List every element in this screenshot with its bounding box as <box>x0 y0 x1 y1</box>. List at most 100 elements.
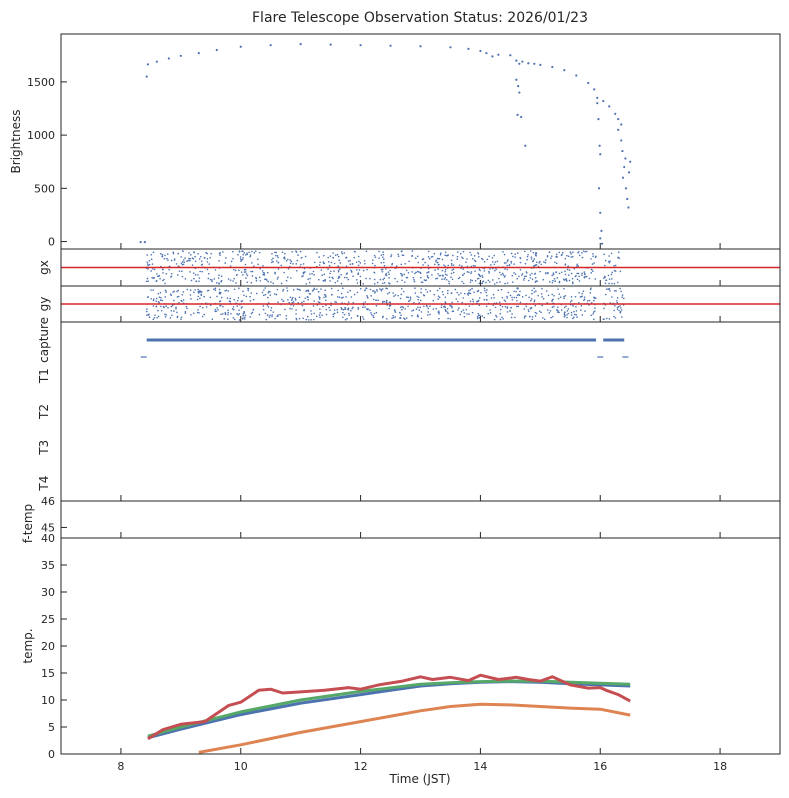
gx-point-846 <box>573 267 576 270</box>
gx-point-358 <box>456 258 459 260</box>
gy-point-270 <box>550 316 552 319</box>
gx-point-618 <box>397 255 400 257</box>
gy-point-524 <box>264 293 267 296</box>
gx-point-356 <box>390 254 393 256</box>
gy-point-766 <box>615 290 617 292</box>
gx-point-735 <box>184 277 187 280</box>
gy-point-504 <box>176 296 179 298</box>
gx-point-458 <box>248 251 250 254</box>
gy-point-448 <box>389 301 392 304</box>
gx-point-706 <box>604 264 606 267</box>
brightness-point-53 <box>599 237 602 240</box>
gx-point-250 <box>437 268 439 271</box>
brightness-y-tick-label-1000: 1000 <box>27 129 55 142</box>
gy-point-751 <box>501 316 503 319</box>
brightness-point-11 <box>299 43 302 46</box>
gx-point-709 <box>251 250 253 253</box>
gy-point-672 <box>478 304 481 307</box>
gx-point-602 <box>610 252 613 255</box>
gx-point-683 <box>240 259 243 261</box>
temp-y-tick-label-30: 30 <box>41 586 55 599</box>
gx-point-137 <box>565 278 568 280</box>
gy-point-37 <box>528 296 530 299</box>
gx-point-432 <box>329 255 332 257</box>
gy-point-266 <box>413 301 415 304</box>
gx-point-433 <box>382 256 384 258</box>
gy-point-389 <box>229 297 232 300</box>
gx-point-206 <box>526 255 529 258</box>
gy-point-869 <box>277 315 279 317</box>
gy-point-660 <box>458 307 460 309</box>
gy-point-506 <box>351 307 353 310</box>
brightness-point-30 <box>563 69 566 72</box>
gy-point-64 <box>483 287 486 290</box>
gx-point-737 <box>300 257 303 259</box>
gx-point-644 <box>245 277 247 279</box>
gx-point-162 <box>246 281 249 284</box>
gy-point-847 <box>594 297 597 299</box>
gy-point-210 <box>330 304 332 307</box>
gx-point-890 <box>439 274 442 277</box>
gy-point-369 <box>362 318 365 320</box>
gy-point-846 <box>621 316 623 318</box>
gx-point-384 <box>503 262 506 264</box>
gx-point-462 <box>542 278 544 281</box>
gy-point-139 <box>427 314 429 316</box>
gy-point-201 <box>250 292 253 294</box>
gx-point-584 <box>366 268 368 271</box>
gx-point-94 <box>502 251 504 253</box>
gy-point-721 <box>215 310 218 313</box>
brightness-frame <box>60 33 781 250</box>
gy-point-601 <box>344 308 346 310</box>
gx-point-351 <box>463 272 466 275</box>
gy-point-507 <box>262 308 265 311</box>
gy-point-618 <box>399 316 402 319</box>
gx-point-528 <box>444 273 447 276</box>
gy-point-840 <box>388 307 390 310</box>
gx-point-51 <box>150 258 153 260</box>
gy-point-259 <box>437 298 440 300</box>
gy-point-792 <box>399 312 401 314</box>
gy-point-189 <box>401 305 404 308</box>
gx-point-754 <box>493 254 495 257</box>
gx-point-740 <box>161 253 164 256</box>
gx-point-253 <box>418 271 420 273</box>
gx-point-810 <box>583 276 586 279</box>
gy-point-509 <box>619 287 621 290</box>
gy-point-832 <box>534 315 537 317</box>
gy-point-249 <box>427 307 430 310</box>
gy-point-428 <box>559 296 562 299</box>
gx-point-545 <box>592 255 594 258</box>
gx-point-878 <box>532 251 535 254</box>
gx-point-642 <box>285 279 288 282</box>
gx-point-671 <box>462 274 464 276</box>
gx-point-590 <box>351 262 354 265</box>
gy-scatter <box>145 287 625 321</box>
gx-point-249 <box>287 258 289 261</box>
gy-point-451 <box>165 291 168 293</box>
gy-point-28 <box>238 313 241 315</box>
gy-point-643 <box>170 294 173 297</box>
gx-point-130 <box>551 281 554 284</box>
f-temp-y-tick-label-45: 45 <box>41 521 55 534</box>
gx-point-874 <box>290 277 292 279</box>
gx-point-666 <box>341 251 343 253</box>
gx-point-713 <box>170 276 172 278</box>
gx-point-375 <box>474 270 476 272</box>
gy-point-897 <box>198 290 201 293</box>
gx-point-547 <box>395 265 398 267</box>
gx-point-781 <box>607 260 610 263</box>
gx-point-756 <box>249 255 252 258</box>
gx-point-500 <box>551 274 554 277</box>
gx-point-697 <box>200 264 203 266</box>
gx-point-309 <box>611 271 614 274</box>
gy-point-100 <box>500 288 503 291</box>
gy-point-275 <box>361 316 364 318</box>
gx-point-720 <box>271 259 273 261</box>
gy-point-590 <box>200 293 202 296</box>
gx-point-228 <box>558 272 561 275</box>
gy-point-573 <box>298 317 301 320</box>
gy-point-886 <box>180 316 183 318</box>
gy-point-627 <box>611 296 613 298</box>
gy-point-879 <box>317 290 320 293</box>
